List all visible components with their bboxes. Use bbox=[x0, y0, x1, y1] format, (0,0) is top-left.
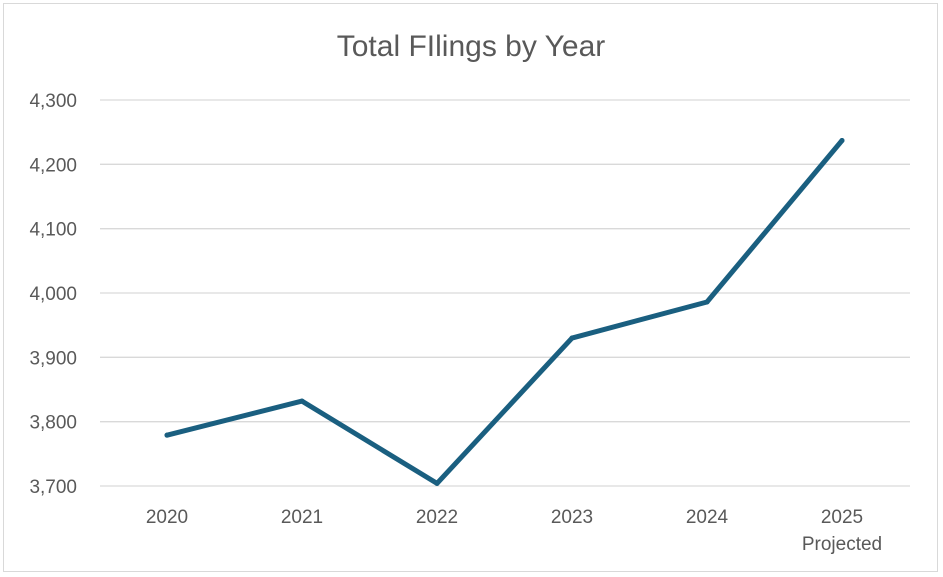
y-gridlines bbox=[100, 99, 910, 487]
x-tick-label: 2020 bbox=[146, 507, 188, 528]
data-point-2020 bbox=[164, 432, 170, 438]
series-line-total-filings bbox=[164, 138, 845, 486]
x-tick-label: 2022 bbox=[416, 507, 458, 528]
data-point-2023 bbox=[569, 335, 575, 341]
data-point-2021 bbox=[299, 398, 305, 404]
x-axis-tick-labels: 2020 2021 2022 2023 2024 2025 Projected bbox=[146, 507, 882, 555]
x-tick-label: 2025 bbox=[821, 507, 863, 528]
chart-title: Total FIlings by Year bbox=[337, 30, 606, 63]
x-tick-label: 2023 bbox=[551, 507, 593, 528]
y-tick-label: 3,700 bbox=[29, 477, 77, 498]
y-axis-tick-labels: 3,700 3,800 3,900 4,000 4,100 4,200 4,300 bbox=[29, 91, 77, 498]
x-tick-label: 2021 bbox=[281, 507, 323, 528]
chart-frame bbox=[3, 3, 938, 572]
y-tick-label: 4,200 bbox=[29, 155, 77, 176]
y-tick-label: 3,900 bbox=[29, 348, 77, 369]
y-tick-label: 4,100 bbox=[29, 220, 77, 241]
series-layer bbox=[164, 138, 845, 486]
data-point-2025 bbox=[839, 138, 845, 144]
data-point-2024 bbox=[704, 299, 710, 305]
y-tick-label: 4,300 bbox=[29, 91, 77, 112]
x-tick-label: 2024 bbox=[686, 507, 729, 528]
data-point-2022 bbox=[434, 480, 440, 486]
y-tick-label: 3,800 bbox=[29, 413, 77, 434]
y-tick-label: 4,000 bbox=[29, 284, 77, 305]
x-tick-label: Projected bbox=[802, 534, 882, 555]
